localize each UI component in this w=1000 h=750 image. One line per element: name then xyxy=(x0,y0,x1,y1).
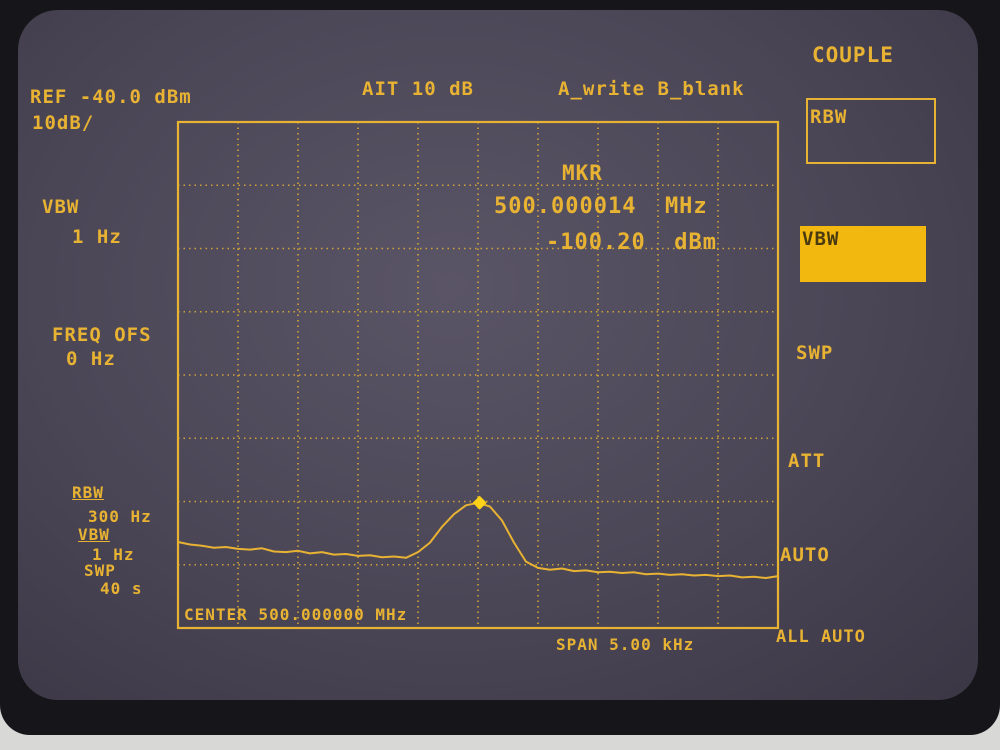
marker-label: MKR xyxy=(562,161,603,185)
graticule-border xyxy=(176,120,780,630)
marker-amplitude: -100.20 dBm xyxy=(546,230,717,255)
swp-value: 40 s xyxy=(100,579,143,598)
vbw-label: VBW xyxy=(42,196,80,218)
softkey-vbw[interactable]: VBW xyxy=(800,226,926,282)
softkey-menu-title: COUPLE xyxy=(812,43,894,67)
vbw2-label: VBW xyxy=(78,525,110,544)
softkey-rbw[interactable]: RBW xyxy=(806,98,936,164)
vbw2-value: 1 Hz xyxy=(92,545,135,564)
attenuation: AIT 10 dB xyxy=(362,78,474,100)
freq-ofs-value: 0 Hz xyxy=(66,348,116,370)
softkey-rbw-label: RBW xyxy=(810,106,848,128)
softkey-auto[interactable]: AUTO xyxy=(780,544,830,566)
rbw-value: 300 Hz xyxy=(88,507,152,526)
softkey-vbw-label: VBW xyxy=(802,228,840,250)
span: SPAN 5.00 kHz xyxy=(556,635,695,654)
trace-mode: A_write B_blank xyxy=(558,78,745,100)
swp-label: SWP xyxy=(84,561,116,580)
center-frequency: CENTER 500.000000 MHz xyxy=(184,605,408,624)
softkey-att[interactable]: ATT xyxy=(788,450,826,472)
vbw-value: 1 Hz xyxy=(72,226,122,248)
marker-frequency: 500.000014 MHz xyxy=(494,194,708,219)
ref-level: REF -40.0 dBm xyxy=(30,86,192,108)
rbw-label: RBW xyxy=(72,483,104,502)
marker-diamond xyxy=(472,495,487,510)
scale-per-div: 10dB/ xyxy=(32,112,95,134)
softkey-swp[interactable]: SWP xyxy=(796,342,834,364)
freq-ofs-label: FREQ OFS xyxy=(52,324,152,346)
softkey-all-auto[interactable]: ALL AUTO xyxy=(776,627,866,647)
